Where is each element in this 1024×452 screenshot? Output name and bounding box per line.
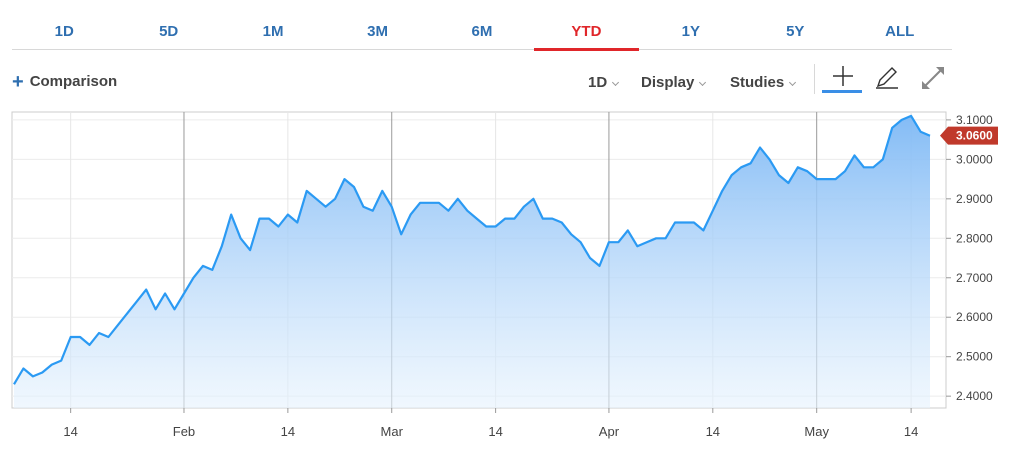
toolbar-divider: [814, 64, 815, 94]
x-tick-label: 14: [706, 424, 720, 439]
draw-tool-button[interactable]: [870, 64, 904, 92]
expand-button[interactable]: [916, 64, 950, 92]
crosshair-icon: [833, 66, 853, 86]
price-chart-svg[interactable]: 2.4000 2.5000 2.6000 2.7000 2.8000 2.9000 3.00…: [0, 108, 1024, 452]
y-tick-label: 2.5000: [956, 350, 993, 364]
range-tab-1d[interactable]: 1D: [54, 23, 74, 40]
display-label: Display: [641, 74, 695, 91]
last-price-tag: [940, 126, 998, 145]
x-tick-label: May: [804, 424, 829, 439]
y-tick-label: 2.9000: [956, 192, 993, 206]
range-tab-3m[interactable]: 3M: [367, 23, 388, 40]
range-tab-ytd[interactable]: YTD: [534, 14, 640, 51]
y-tick-label: 2.7000: [956, 271, 993, 285]
range-tab-6m[interactable]: 6M: [471, 23, 493, 40]
x-tick-label: 14: [63, 424, 77, 439]
x-tick-label: Mar: [381, 424, 404, 439]
y-tick-label: 2.8000: [956, 231, 993, 245]
price-chart[interactable]: 2.4000 2.5000 2.6000 2.7000 2.8000 2.9000 3.00…: [0, 108, 1024, 452]
x-tick-label: 14: [488, 424, 502, 439]
y-tick-label: 3.1000: [956, 113, 993, 127]
x-tick-label: 14: [904, 424, 918, 439]
last-price-label: 3.0600: [956, 129, 993, 143]
display-dropdown[interactable]: Display: [641, 74, 707, 91]
range-tab-5y[interactable]: 5Y: [786, 23, 805, 40]
chevron-down-icon: [699, 78, 707, 87]
studies-dropdown[interactable]: Studies: [730, 74, 797, 91]
range-tab-5d[interactable]: 5D: [159, 23, 179, 40]
chart-toolbar: + Comparison 1D Display Studies: [0, 64, 1024, 104]
interval-label: 1D: [588, 74, 608, 91]
active-tool-indicator: [822, 90, 862, 93]
comparison-button[interactable]: + Comparison: [12, 70, 118, 93]
range-tab-all[interactable]: ALL: [885, 23, 915, 40]
series-area: [14, 115, 930, 409]
pencil-icon: [876, 67, 898, 89]
x-tick-label: 14: [281, 424, 295, 439]
range-tab-1y[interactable]: 1Y: [681, 23, 701, 40]
y-tick-label: 2.4000: [956, 389, 993, 403]
y-tick-label: 2.6000: [956, 310, 993, 324]
expand-icon: [922, 67, 944, 89]
range-tab-1m[interactable]: 1M: [262, 23, 284, 40]
chevron-down-icon: [789, 78, 797, 87]
x-tick-label: Apr: [599, 424, 620, 439]
interval-dropdown[interactable]: 1D: [588, 74, 620, 91]
comparison-label: Comparison: [29, 73, 118, 90]
range-tabs: 1D 5D 1M 3M 6M YTD 1Y 5Y ALL: [12, 14, 952, 51]
chevron-down-icon: [612, 78, 620, 87]
x-tick-label: Feb: [173, 424, 195, 439]
y-tick-label: 3.0000: [956, 152, 993, 166]
crosshair-tool-button[interactable]: [826, 64, 860, 92]
studies-label: Studies: [730, 74, 785, 91]
plus-icon: +: [12, 70, 24, 93]
series-line: [13, 114, 931, 385]
